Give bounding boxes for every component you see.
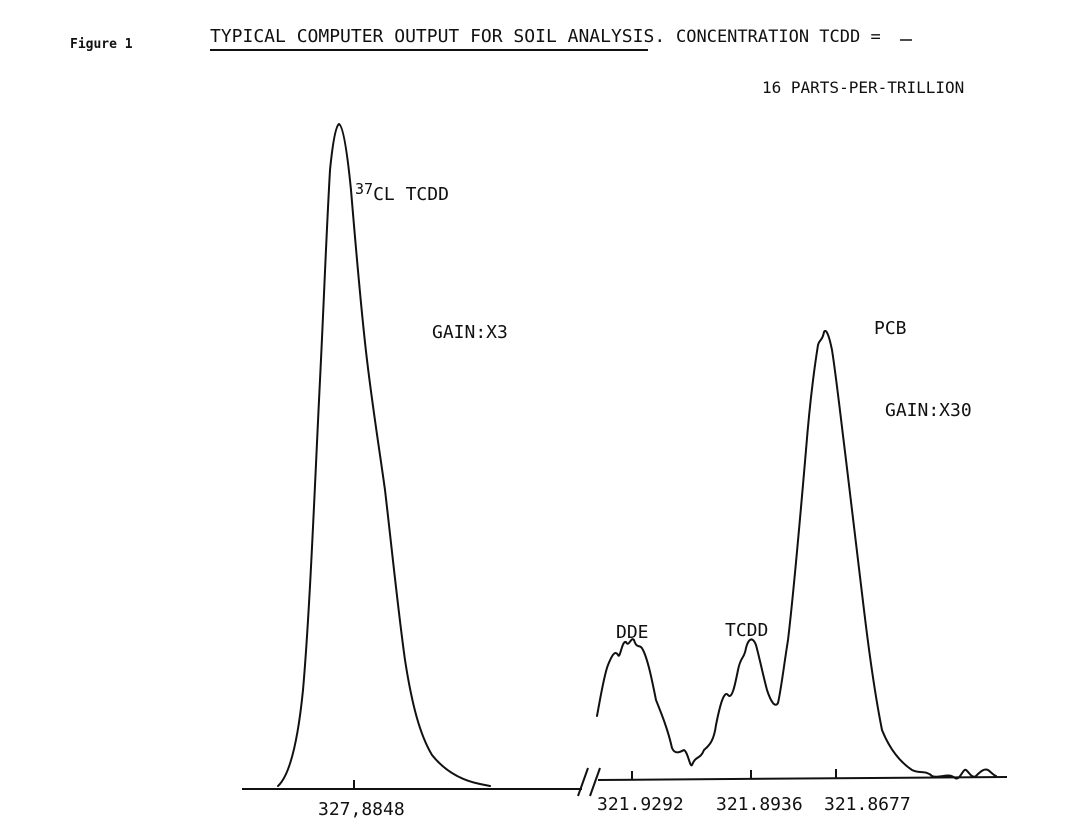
- figure-label: Figure 1: [70, 37, 133, 52]
- gain-label-left: GAIN:X3: [432, 322, 508, 343]
- isotope-superscript: 37: [355, 180, 373, 198]
- axis-break-mark-1: [577, 767, 589, 797]
- concentration-label: CONCENTRATION TCDD =: [676, 27, 881, 47]
- peak-label-tcdd: TCDD: [725, 620, 768, 641]
- x-tick-label: 321.9292: [597, 794, 684, 815]
- x-tick-label: 321.8936: [716, 794, 803, 815]
- x-tick-label: 327,8848: [318, 799, 405, 820]
- isotope-label: CL TCDD: [373, 184, 449, 205]
- x-tick-label: 321.8677: [824, 794, 911, 815]
- peak-label-37cl-tcdd: 37CL TCDD: [355, 180, 449, 205]
- trace-left-37cl-tcdd: [277, 123, 491, 787]
- peak-label-dde: DDE: [616, 622, 649, 643]
- axis-break-mark-2: [589, 767, 601, 797]
- concentration-value: 16 PARTS-PER-TRILLION: [762, 78, 964, 97]
- trace-right-dde-tcdd-pcb: [596, 330, 997, 780]
- chart-title: TYPICAL COMPUTER OUTPUT FOR SOIL ANALYSI…: [210, 26, 665, 47]
- peak-label-pcb: PCB: [874, 318, 907, 339]
- x-axis-right: [597, 776, 1008, 781]
- gain-label-right: GAIN:X30: [885, 400, 972, 421]
